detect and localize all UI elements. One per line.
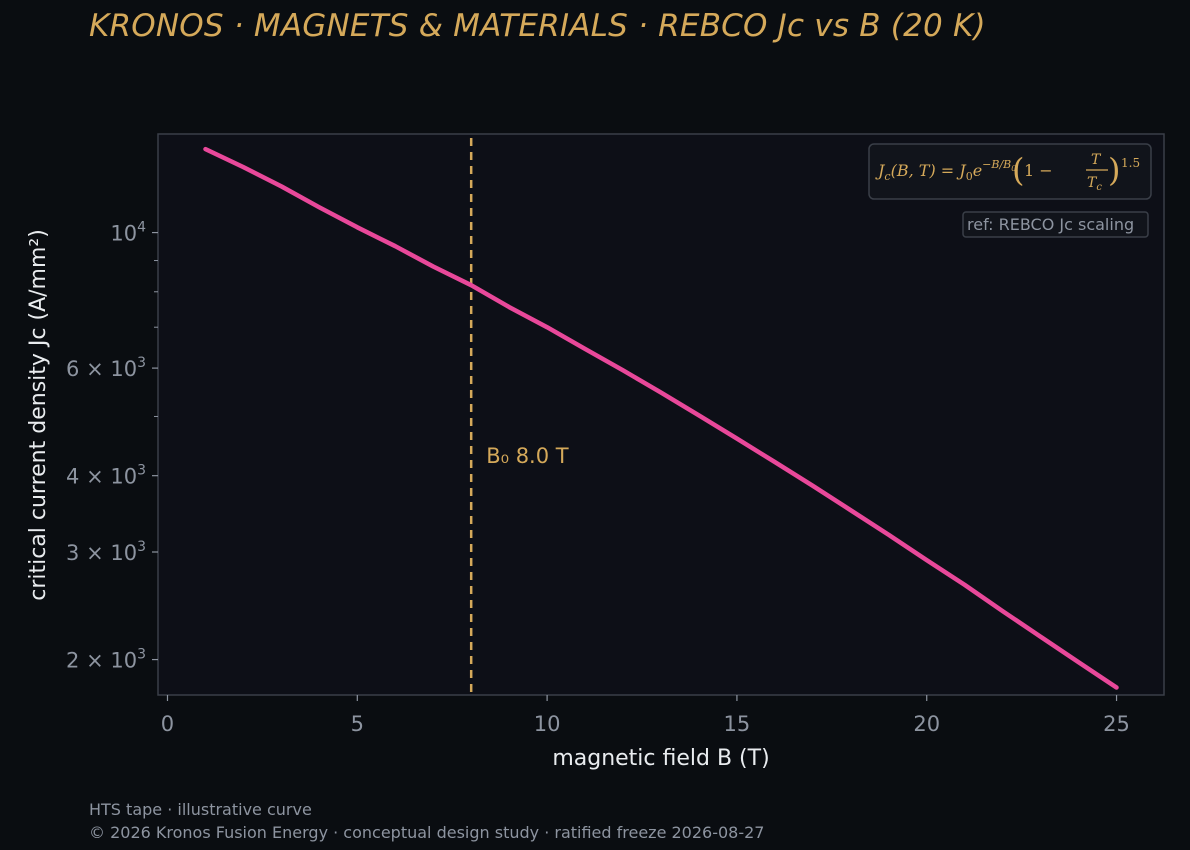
svg-text:1.5: 1.5 (1121, 156, 1140, 170)
x-tick-label: 0 (161, 712, 174, 736)
reference-box: ref: REBCO Jc scaling (962, 211, 1149, 238)
y-axis-label: critical current density Jc (A/mm²) (26, 229, 51, 601)
x-tick-label: 25 (1103, 712, 1130, 736)
svg-text:ref: REBCO Jc scaling: ref: REBCO Jc scaling (967, 215, 1134, 234)
svg-text:1 −: 1 − (1024, 161, 1053, 180)
x-axis: 0 5 10 15 20 25 (161, 695, 1130, 736)
x-axis-label: magnetic field B (T) (552, 746, 769, 771)
svg-text:T: T (1091, 152, 1102, 168)
svg-text:Jc(B, T) = J0e−B/B0: Jc(B, T) = J0e−B/B0 (875, 158, 1016, 183)
y-tick-label: 2 × 103 (66, 647, 146, 673)
footer-note: HTS tape · illustrative curve (89, 800, 312, 819)
y-tick-label: 3 × 103 (66, 539, 146, 565)
y-axis: 104 6 × 103 4 × 103 3 × 103 2 × 103 (66, 220, 158, 673)
svg-text:Tc: Tc (1087, 175, 1102, 193)
page-title: KRONOS · MAGNETS & MATERIALS · REBCO Jc … (89, 8, 986, 44)
reference-line-label: B₀ 8.0 T (486, 444, 569, 468)
x-tick-label: 15 (724, 712, 751, 736)
x-tick-label: 5 (351, 712, 364, 736)
svg-text:): ) (1108, 151, 1120, 189)
footer-copyright: © 2026 Kronos Fusion Energy · conceptual… (89, 823, 765, 842)
x-tick-label: 10 (534, 712, 561, 736)
formula-box: Jc(B, T) = J0e−B/B0 ( 1 − T Tc ) 1.5 (868, 143, 1152, 200)
y-tick-label: 104 (110, 220, 146, 246)
y-tick-label: 6 × 103 (66, 355, 146, 381)
svg-text:(: ( (1012, 151, 1024, 189)
y-tick-label: 4 × 103 (66, 463, 146, 489)
x-tick-label: 20 (913, 712, 940, 736)
